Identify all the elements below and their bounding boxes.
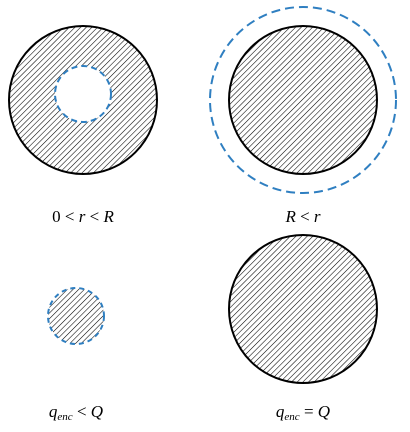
panel-bottom-left: qenc < Q [47, 287, 105, 423]
caption-top-right: R < r [284, 207, 320, 226]
charged-sphere [228, 25, 378, 175]
caption-bottom-right: qenc = Q [276, 402, 330, 423]
gaussian-surface-outer [209, 6, 397, 194]
gaussian-surface-inner [54, 65, 112, 123]
panel-top-right: R < r [209, 6, 397, 226]
charged-sphere [228, 234, 378, 384]
caption-bottom-left: qenc < Q [49, 402, 103, 423]
panel-top-left: 0 < r < R [8, 25, 158, 226]
panel-bottom-right: qenc = Q [228, 234, 378, 423]
caption-top-left: 0 < r < R [52, 207, 114, 226]
enclosed-charge-region [47, 287, 105, 345]
